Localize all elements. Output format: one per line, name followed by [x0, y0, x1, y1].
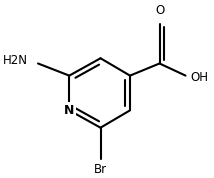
Text: O: O [155, 4, 164, 17]
Text: Br: Br [94, 163, 107, 176]
Text: OH: OH [191, 71, 209, 84]
Text: N: N [64, 104, 74, 117]
Text: H2N: H2N [3, 54, 28, 67]
